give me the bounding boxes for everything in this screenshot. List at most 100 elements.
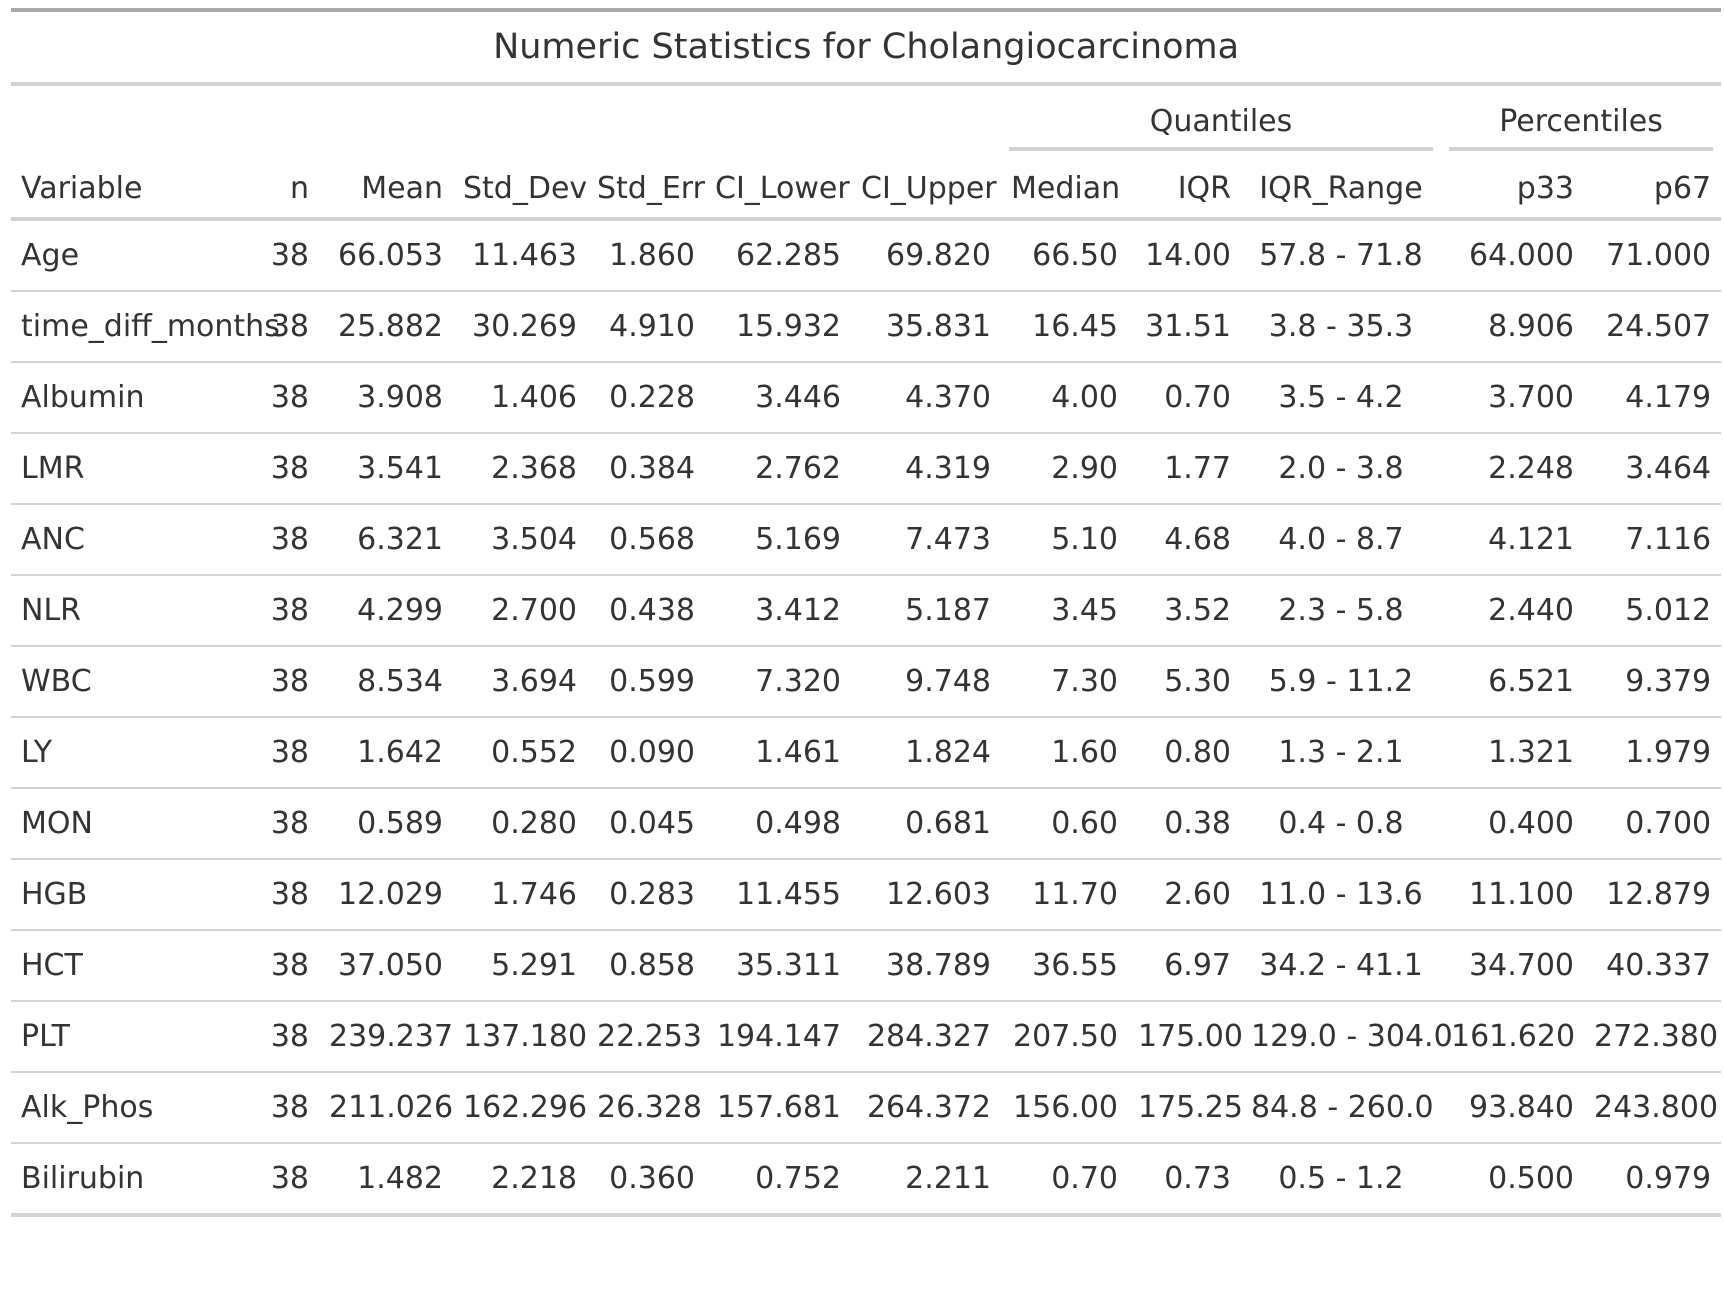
cell-median: 3.45: [1001, 575, 1128, 647]
cell-std-err: 0.283: [587, 859, 705, 931]
cell-variable: LMR: [11, 433, 258, 505]
table-row: ANC 38 6.321 3.504 0.568 5.169 7.473 5.10 4.68 4.…: [11, 504, 1722, 576]
cell-std-dev: 3.504: [453, 504, 587, 576]
cell-median: 156.00: [1001, 1072, 1128, 1144]
cell-median: 2.90: [1001, 433, 1128, 505]
table-row: Alk_Phos 38 211.026 162.296 26.328 157.681 264…: [11, 1072, 1722, 1144]
cell-variable: LY: [11, 717, 258, 789]
table-row: time_diff_months 38 25.882 30.269 4.910 15.93…: [11, 291, 1722, 363]
column-header-variable: Variable: [11, 159, 258, 221]
cell-ci-upper: 7.473: [851, 504, 1001, 576]
cell-std-err: 1.860: [587, 219, 705, 292]
cell-p67: 1.979: [1584, 717, 1722, 789]
cell-std-dev: 0.280: [453, 788, 587, 860]
cell-std-err: 26.328: [587, 1072, 705, 1144]
spanner-quantiles-label: Quantiles: [1009, 104, 1433, 151]
cell-p33: 6.521: [1441, 646, 1584, 718]
cell-std-dev: 5.291: [453, 930, 587, 1002]
cell-iqr-range: 2.0 - 3.8: [1241, 433, 1441, 505]
table-body: Age 38 66.053 11.463 1.860 62.285 69.820 66.50 1…: [11, 219, 1722, 1217]
cell-p33: 3.700: [1441, 362, 1584, 434]
cell-iqr-range: 3.8 - 35.3: [1241, 291, 1441, 363]
cell-ci-upper: 0.681: [851, 788, 1001, 860]
cell-n: 38: [258, 788, 319, 860]
cell-n: 38: [258, 504, 319, 576]
column-header-mean: Mean: [319, 159, 453, 221]
cell-std-dev: 2.700: [453, 575, 587, 647]
cell-ci-lower: 0.752: [705, 1143, 851, 1217]
cell-median: 7.30: [1001, 646, 1128, 718]
cell-std-err: 0.438: [587, 575, 705, 647]
column-header-p33: p33: [1441, 159, 1584, 221]
cell-p33: 64.000: [1441, 219, 1584, 292]
cell-std-dev: 162.296: [453, 1072, 587, 1144]
numeric-statistics-table: Numeric Statistics for Cholangiocarcinom…: [11, 8, 1722, 1217]
cell-p33: 1.321: [1441, 717, 1584, 789]
cell-ci-lower: 5.169: [705, 504, 851, 576]
cell-iqr: 0.38: [1128, 788, 1241, 860]
cell-std-dev: 1.746: [453, 859, 587, 931]
cell-median: 207.50: [1001, 1001, 1128, 1073]
cell-p67: 0.979: [1584, 1143, 1722, 1217]
cell-ci-lower: 0.498: [705, 788, 851, 860]
cell-mean: 6.321: [319, 504, 453, 576]
column-header-ci-upper: CI_Upper: [851, 159, 1001, 221]
cell-p33: 8.906: [1441, 291, 1584, 363]
cell-variable: time_diff_months: [11, 291, 280, 363]
cell-p33: 2.248: [1441, 433, 1584, 505]
table-title: Numeric Statistics for Cholangiocarcinom…: [11, 8, 1722, 86]
cell-std-dev: 2.218: [453, 1143, 587, 1217]
cell-ci-upper: 12.603: [851, 859, 1001, 931]
cell-p33: 11.100: [1441, 859, 1584, 931]
cell-median: 4.00: [1001, 362, 1128, 434]
cell-p67: 243.800: [1584, 1072, 1722, 1144]
cell-iqr-range: 84.8 - 260.0: [1241, 1072, 1441, 1144]
cell-std-err: 0.599: [587, 646, 705, 718]
table-row: WBC 38 8.534 3.694 0.599 7.320 9.748 7.30 5.30 5.…: [11, 646, 1722, 718]
cell-ci-lower: 157.681: [705, 1072, 851, 1144]
cell-mean: 37.050: [319, 930, 453, 1002]
cell-std-err: 0.384: [587, 433, 705, 505]
cell-p67: 12.879: [1584, 859, 1722, 931]
table-row: Age 38 66.053 11.463 1.860 62.285 69.820 66.50 1…: [11, 219, 1722, 292]
cell-std-err: 0.858: [587, 930, 705, 1002]
cell-iqr: 2.60: [1128, 859, 1241, 931]
cell-variable: HCT: [11, 930, 258, 1002]
cell-iqr-range: 34.2 - 41.1: [1241, 930, 1441, 1002]
cell-variable: NLR: [11, 575, 258, 647]
cell-iqr-range: 3.5 - 4.2: [1241, 362, 1441, 434]
spanner-quantiles: Quantiles: [1001, 84, 1441, 159]
cell-std-dev: 0.552: [453, 717, 587, 789]
cell-iqr: 4.68: [1128, 504, 1241, 576]
cell-std-dev: 2.368: [453, 433, 587, 505]
cell-n: 38: [258, 1072, 319, 1144]
cell-n: 38: [258, 362, 319, 434]
table-row: HCT 38 37.050 5.291 0.858 35.311 38.789 36.55 6.…: [11, 930, 1722, 1002]
cell-mean: 25.882: [319, 291, 453, 363]
cell-ci-lower: 3.412: [705, 575, 851, 647]
cell-ci-lower: 3.446: [705, 362, 851, 434]
cell-mean: 4.299: [319, 575, 453, 647]
column-header-ci-lower: CI_Lower: [705, 159, 851, 221]
cell-iqr-range: 0.4 - 0.8: [1241, 788, 1441, 860]
cell-p33: 0.400: [1441, 788, 1584, 860]
cell-std-dev: 1.406: [453, 362, 587, 434]
cell-mean: 3.541: [319, 433, 453, 505]
cell-std-err: 0.360: [587, 1143, 705, 1217]
cell-p67: 4.179: [1584, 362, 1722, 434]
title-row: Numeric Statistics for Cholangiocarcinom…: [11, 8, 1722, 86]
cell-ci-upper: 38.789: [851, 930, 1001, 1002]
cell-mean: 239.237: [319, 1001, 453, 1073]
cell-variable: Albumin: [11, 362, 258, 434]
cell-n: 38: [258, 1001, 319, 1073]
cell-p67: 9.379: [1584, 646, 1722, 718]
cell-median: 11.70: [1001, 859, 1128, 931]
cell-mean: 211.026: [319, 1072, 453, 1144]
cell-ci-lower: 62.285: [705, 219, 851, 292]
cell-std-dev: 3.694: [453, 646, 587, 718]
cell-ci-upper: 35.831: [851, 291, 1001, 363]
cell-mean: 66.053: [319, 219, 453, 292]
cell-variable: Age: [11, 219, 258, 292]
cell-n: 38: [258, 1143, 319, 1217]
cell-ci-upper: 9.748: [851, 646, 1001, 718]
